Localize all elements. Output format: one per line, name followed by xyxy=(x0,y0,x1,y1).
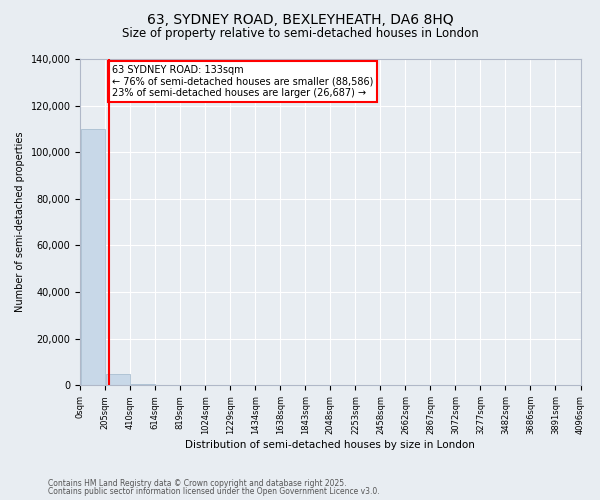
X-axis label: Distribution of semi-detached houses by size in London: Distribution of semi-detached houses by … xyxy=(185,440,475,450)
Bar xyxy=(81,129,104,386)
Text: Size of property relative to semi-detached houses in London: Size of property relative to semi-detach… xyxy=(122,28,478,40)
Bar xyxy=(106,374,130,386)
Y-axis label: Number of semi-detached properties: Number of semi-detached properties xyxy=(15,132,25,312)
Text: Contains public sector information licensed under the Open Government Licence v3: Contains public sector information licen… xyxy=(48,487,380,496)
Text: Contains HM Land Registry data © Crown copyright and database right 2025.: Contains HM Land Registry data © Crown c… xyxy=(48,478,347,488)
Text: 63, SYDNEY ROAD, BEXLEYHEATH, DA6 8HQ: 63, SYDNEY ROAD, BEXLEYHEATH, DA6 8HQ xyxy=(146,12,454,26)
Bar xyxy=(131,384,155,386)
Text: 63 SYDNEY ROAD: 133sqm
← 76% of semi-detached houses are smaller (88,586)
23% of: 63 SYDNEY ROAD: 133sqm ← 76% of semi-det… xyxy=(112,65,373,98)
